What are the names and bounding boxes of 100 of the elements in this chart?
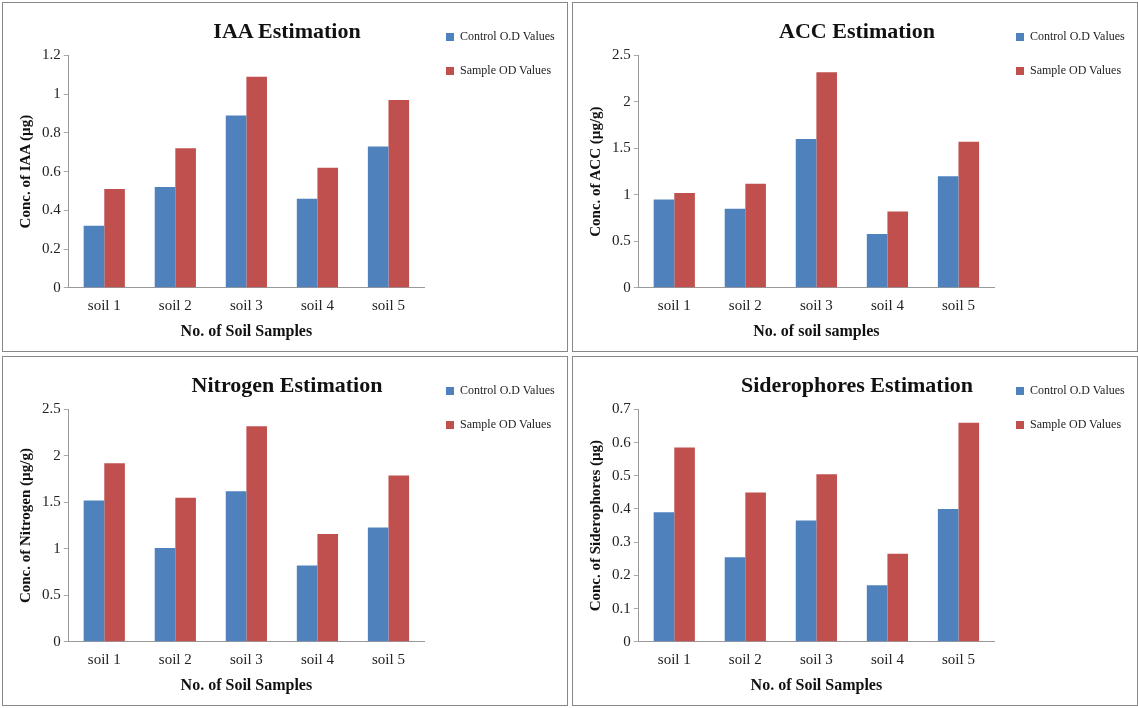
x-tick-label: soil 1: [87, 650, 121, 667]
y-tick-label: 1.2: [42, 46, 61, 63]
bar: [154, 187, 176, 288]
y-tick-label: 1.5: [42, 493, 61, 510]
bar: [745, 492, 766, 642]
bar: [937, 509, 959, 642]
bar: [653, 512, 675, 642]
bar: [816, 72, 837, 288]
y-tick-label: 0.5: [612, 466, 631, 483]
x-tick-label: soil 5: [372, 650, 405, 667]
bar: [866, 233, 888, 288]
legend-label: Sample OD Values: [1030, 417, 1122, 432]
y-axis-title: Conc. of IAA (µg): [16, 114, 34, 229]
y-tick-label: 1: [53, 539, 61, 556]
bar: [674, 447, 695, 642]
y-tick-label: 1.5: [612, 139, 631, 156]
bar: [887, 553, 909, 642]
y-tick-label: 2.5: [42, 400, 61, 417]
x-axis-title: No. of Soil Samples: [180, 321, 313, 340]
legend-label: Sample OD Values: [460, 417, 552, 432]
y-tick-label: 2.5: [612, 46, 631, 63]
x-tick-label: soil 4: [300, 650, 335, 667]
legend-label: Control O.D Values: [1030, 383, 1126, 398]
bar: [795, 520, 817, 642]
y-tick-label: 0.6: [42, 162, 62, 179]
bar: [388, 475, 410, 642]
legend-label: Sample OD Values: [460, 63, 552, 78]
y-tick-label: 0.2: [42, 240, 61, 256]
bar: [175, 497, 196, 642]
x-tick-label: soil 4: [870, 296, 905, 313]
bar: [154, 547, 176, 642]
x-tick-label: soil 2: [728, 296, 762, 313]
bar: [795, 139, 817, 288]
x-axis-title: No. of Soil Samples: [180, 675, 313, 694]
x-tick-label: soil 4: [870, 650, 905, 667]
x-tick-label: soil 5: [372, 296, 405, 313]
y-tick-label: 0: [53, 632, 61, 649]
y-tick-label: 2: [53, 446, 61, 463]
x-tick-label: soil 1: [657, 650, 691, 667]
x-axis-title: No. of soil samples: [753, 321, 880, 340]
bar: [225, 115, 247, 288]
legend-label: Control O.D Values: [460, 383, 556, 398]
bar: [958, 422, 980, 642]
chart-title: Siderophores Estimation: [740, 371, 974, 397]
chart-title: ACC Estimation: [779, 17, 935, 43]
legend-label: Control O.D Values: [1030, 29, 1126, 44]
x-tick-label: soil 1: [657, 296, 691, 313]
bar: [104, 189, 125, 288]
bar: [724, 557, 746, 642]
x-tick-label: soil 2: [158, 650, 192, 667]
y-tick-label: 0: [623, 278, 631, 295]
bar: [175, 148, 196, 288]
y-tick-label: 2: [623, 92, 631, 109]
y-tick-label: 0.5: [612, 232, 631, 249]
bar: [317, 167, 339, 288]
x-tick-label: soil 3: [799, 296, 833, 313]
y-tick-label: 0.6: [612, 433, 632, 450]
legend-label: Sample OD Values: [1030, 63, 1122, 78]
bar: [83, 225, 105, 288]
y-tick-label: 0.2: [612, 566, 631, 583]
bar: [83, 500, 105, 642]
y-tick-label: 1: [53, 85, 61, 102]
bar: [296, 565, 318, 642]
y-tick-label: 0.8: [42, 123, 61, 140]
bar: [104, 463, 125, 642]
bar: [958, 141, 980, 288]
y-tick-label: 0: [53, 278, 61, 295]
y-tick-label: 0.5: [42, 586, 61, 603]
y-tick-label: 0.4: [612, 499, 632, 516]
y-tick-label: 0: [623, 632, 631, 649]
bar: [674, 192, 695, 288]
x-tick-label: soil 3: [229, 296, 263, 313]
x-tick-label: soil 3: [799, 650, 833, 667]
bar: [246, 426, 267, 642]
bar: [866, 585, 888, 642]
y-tick-label: 0.7: [612, 400, 632, 417]
y-tick-label: 0.4: [42, 201, 62, 218]
bar: [745, 183, 766, 288]
bar: [887, 211, 909, 288]
bar: [816, 474, 837, 642]
y-axis-title: Conc. of Nitrogen (µg/g): [16, 448, 34, 604]
legend-label: Control O.D Values: [460, 29, 556, 44]
bar: [246, 76, 267, 288]
bar: [388, 99, 410, 288]
y-axis-title: Conc. of ACC (µg/g): [586, 106, 604, 237]
bar: [317, 533, 339, 642]
bar: [367, 527, 389, 642]
x-tick-label: soil 1: [87, 296, 121, 313]
x-tick-label: soil 2: [158, 296, 192, 313]
x-tick-label: soil 4: [300, 296, 335, 313]
x-tick-label: soil 5: [942, 296, 975, 313]
bar: [225, 491, 247, 642]
chart-title: IAA Estimation: [213, 17, 361, 43]
bar: [937, 176, 959, 288]
bar: [724, 208, 746, 288]
y-axis-title: Conc. of Siderophores (µg): [586, 439, 604, 612]
x-axis-title: No. of Soil Samples: [750, 675, 883, 694]
x-tick-label: soil 3: [229, 650, 263, 667]
bar: [367, 146, 389, 288]
chart-title: Nitrogen Estimation: [191, 371, 383, 397]
